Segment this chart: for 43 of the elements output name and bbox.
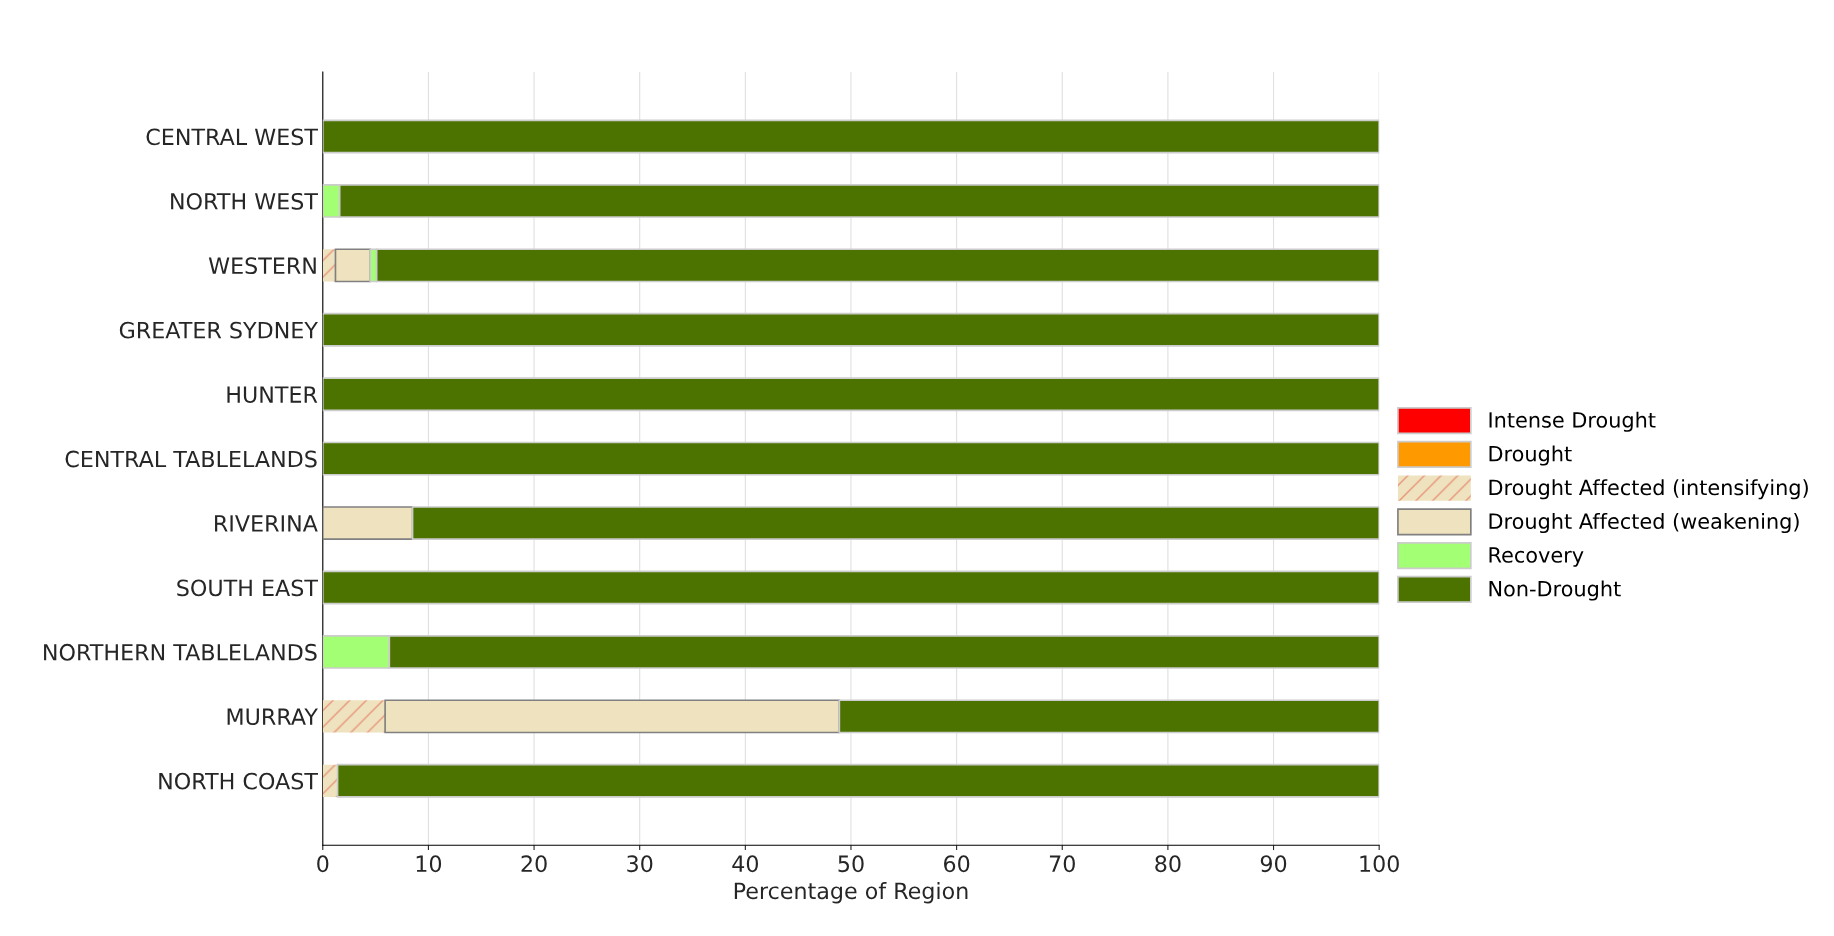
- bar: [384, 699, 841, 734]
- x-tick-label: 80: [1155, 855, 1181, 873]
- bar: [322, 506, 414, 541]
- x-tick-label: 20: [521, 855, 547, 873]
- y-tick-label: MURRAY: [227, 708, 318, 726]
- x-tick-label: 70: [1049, 855, 1075, 873]
- x-tick-label: 10: [416, 855, 442, 873]
- y-tick-label: RIVERINA: [215, 515, 318, 532]
- x-axis-title: Percentage of Region: [734, 881, 968, 904]
- x-tick-label: 90: [1260, 855, 1287, 873]
- y-tick-label: NORTHERN TABLELANDS: [44, 643, 317, 661]
- bar: [322, 377, 1380, 412]
- x-tick-label: 100: [1360, 855, 1399, 873]
- legend-label: Non-Drought: [1489, 580, 1621, 601]
- y-tick-label: CENTRAL WEST: [146, 128, 318, 146]
- bar: [411, 506, 1380, 541]
- x-tick-label: 40: [732, 855, 758, 873]
- y-tick-label: GREATER SYDNEY: [119, 321, 318, 339]
- x-tick-label: 50: [838, 855, 864, 873]
- legend-label: Drought Affected (weakening): [1489, 512, 1799, 534]
- bar: [322, 764, 338, 797]
- bar: [322, 700, 386, 733]
- legend-label: Drought: [1489, 445, 1572, 466]
- bar: [322, 119, 1380, 154]
- bar: [838, 699, 1380, 734]
- y-tick-label: WESTERN: [208, 257, 316, 275]
- bar: [322, 249, 336, 282]
- x-tick-label: 60: [944, 855, 970, 873]
- legend-label: Drought Affected (intensifying): [1489, 479, 1808, 500]
- legend-label: Recovery: [1489, 547, 1584, 567]
- bar: [322, 312, 1380, 347]
- bar: [336, 763, 1380, 798]
- bar: [322, 570, 1380, 605]
- legend-label: Intense Drought: [1489, 411, 1656, 432]
- y-tick-label: SOUTH EAST: [177, 579, 318, 597]
- bar: [334, 248, 372, 283]
- y-tick-label: HUNTER: [227, 386, 318, 403]
- y-tick-label: NORTH WEST: [171, 192, 318, 210]
- x-tick-label: 30: [627, 855, 653, 873]
- y-tick-label: CENTRAL TABLELANDS: [65, 450, 317, 468]
- y-tick-label: NORTH COAST: [159, 772, 318, 790]
- bar: [322, 441, 1380, 476]
- x-tick-label: 0: [317, 855, 329, 873]
